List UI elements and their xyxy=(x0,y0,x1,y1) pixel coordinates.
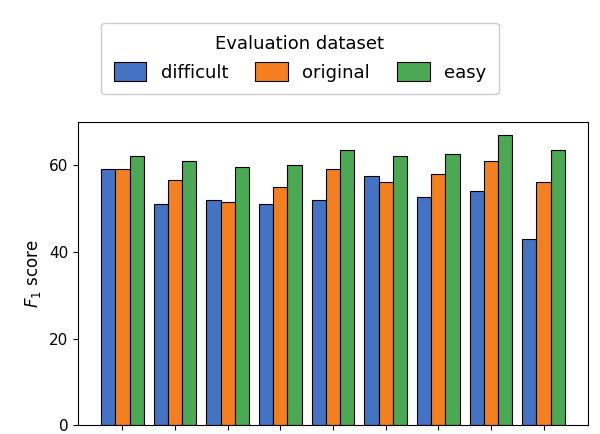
Bar xyxy=(551,150,565,425)
Bar xyxy=(364,176,379,425)
Bar xyxy=(221,202,235,425)
Bar xyxy=(259,204,273,425)
Bar xyxy=(498,135,512,425)
Bar xyxy=(379,182,393,425)
Bar xyxy=(484,161,498,425)
Bar xyxy=(326,169,340,425)
Bar xyxy=(340,150,355,425)
Legend: difficult, original, easy: difficult, original, easy xyxy=(101,23,499,95)
Bar xyxy=(393,156,407,425)
Bar xyxy=(287,165,302,425)
Bar xyxy=(417,197,431,425)
Bar xyxy=(311,200,326,425)
Bar xyxy=(235,167,249,425)
Bar xyxy=(168,180,182,425)
Y-axis label: $F_1$ score: $F_1$ score xyxy=(23,239,43,308)
Bar xyxy=(470,191,484,425)
Bar xyxy=(273,187,287,425)
Bar xyxy=(522,239,536,425)
Bar xyxy=(182,161,196,425)
Bar xyxy=(154,204,168,425)
Bar xyxy=(445,154,460,425)
Bar xyxy=(101,169,115,425)
Bar xyxy=(536,182,551,425)
Bar xyxy=(130,156,144,425)
Bar xyxy=(431,174,445,425)
Bar xyxy=(115,169,130,425)
Bar xyxy=(206,200,221,425)
